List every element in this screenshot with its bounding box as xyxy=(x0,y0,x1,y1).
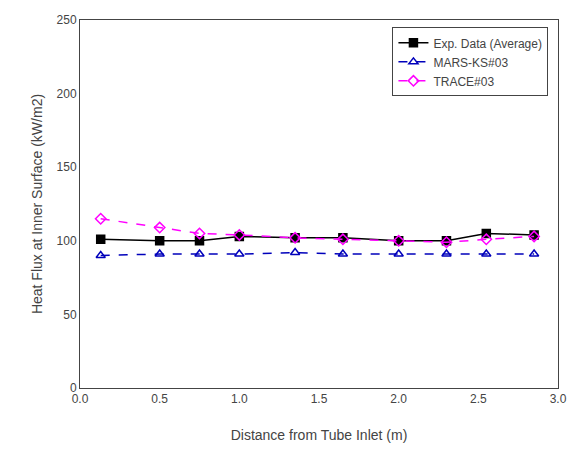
svg-text:2.5: 2.5 xyxy=(470,392,487,406)
svg-text:1.0: 1.0 xyxy=(231,392,248,406)
svg-text:2.0: 2.0 xyxy=(390,392,407,406)
svg-text:1.5: 1.5 xyxy=(311,392,328,406)
svg-text:Distance from Tube Inlet (m): Distance from Tube Inlet (m) xyxy=(231,427,408,443)
svg-text:3.0: 3.0 xyxy=(550,392,567,406)
svg-text:Exp. Data (Average): Exp. Data (Average) xyxy=(433,37,542,51)
svg-text:0.0: 0.0 xyxy=(72,392,89,406)
svg-text:MARS-KS#03: MARS-KS#03 xyxy=(433,56,508,70)
svg-text:100: 100 xyxy=(57,234,77,248)
svg-text:0.5: 0.5 xyxy=(151,392,168,406)
svg-text:0: 0 xyxy=(70,381,77,395)
svg-text:250: 250 xyxy=(57,13,77,27)
svg-text:200: 200 xyxy=(57,87,77,101)
svg-text:TRACE#03: TRACE#03 xyxy=(433,75,494,89)
svg-text:50: 50 xyxy=(63,308,77,322)
svg-text:150: 150 xyxy=(57,160,77,174)
svg-text:Heat Flux at Inner Surface (kW: Heat Flux at Inner Surface (kW/m2) xyxy=(29,94,45,314)
